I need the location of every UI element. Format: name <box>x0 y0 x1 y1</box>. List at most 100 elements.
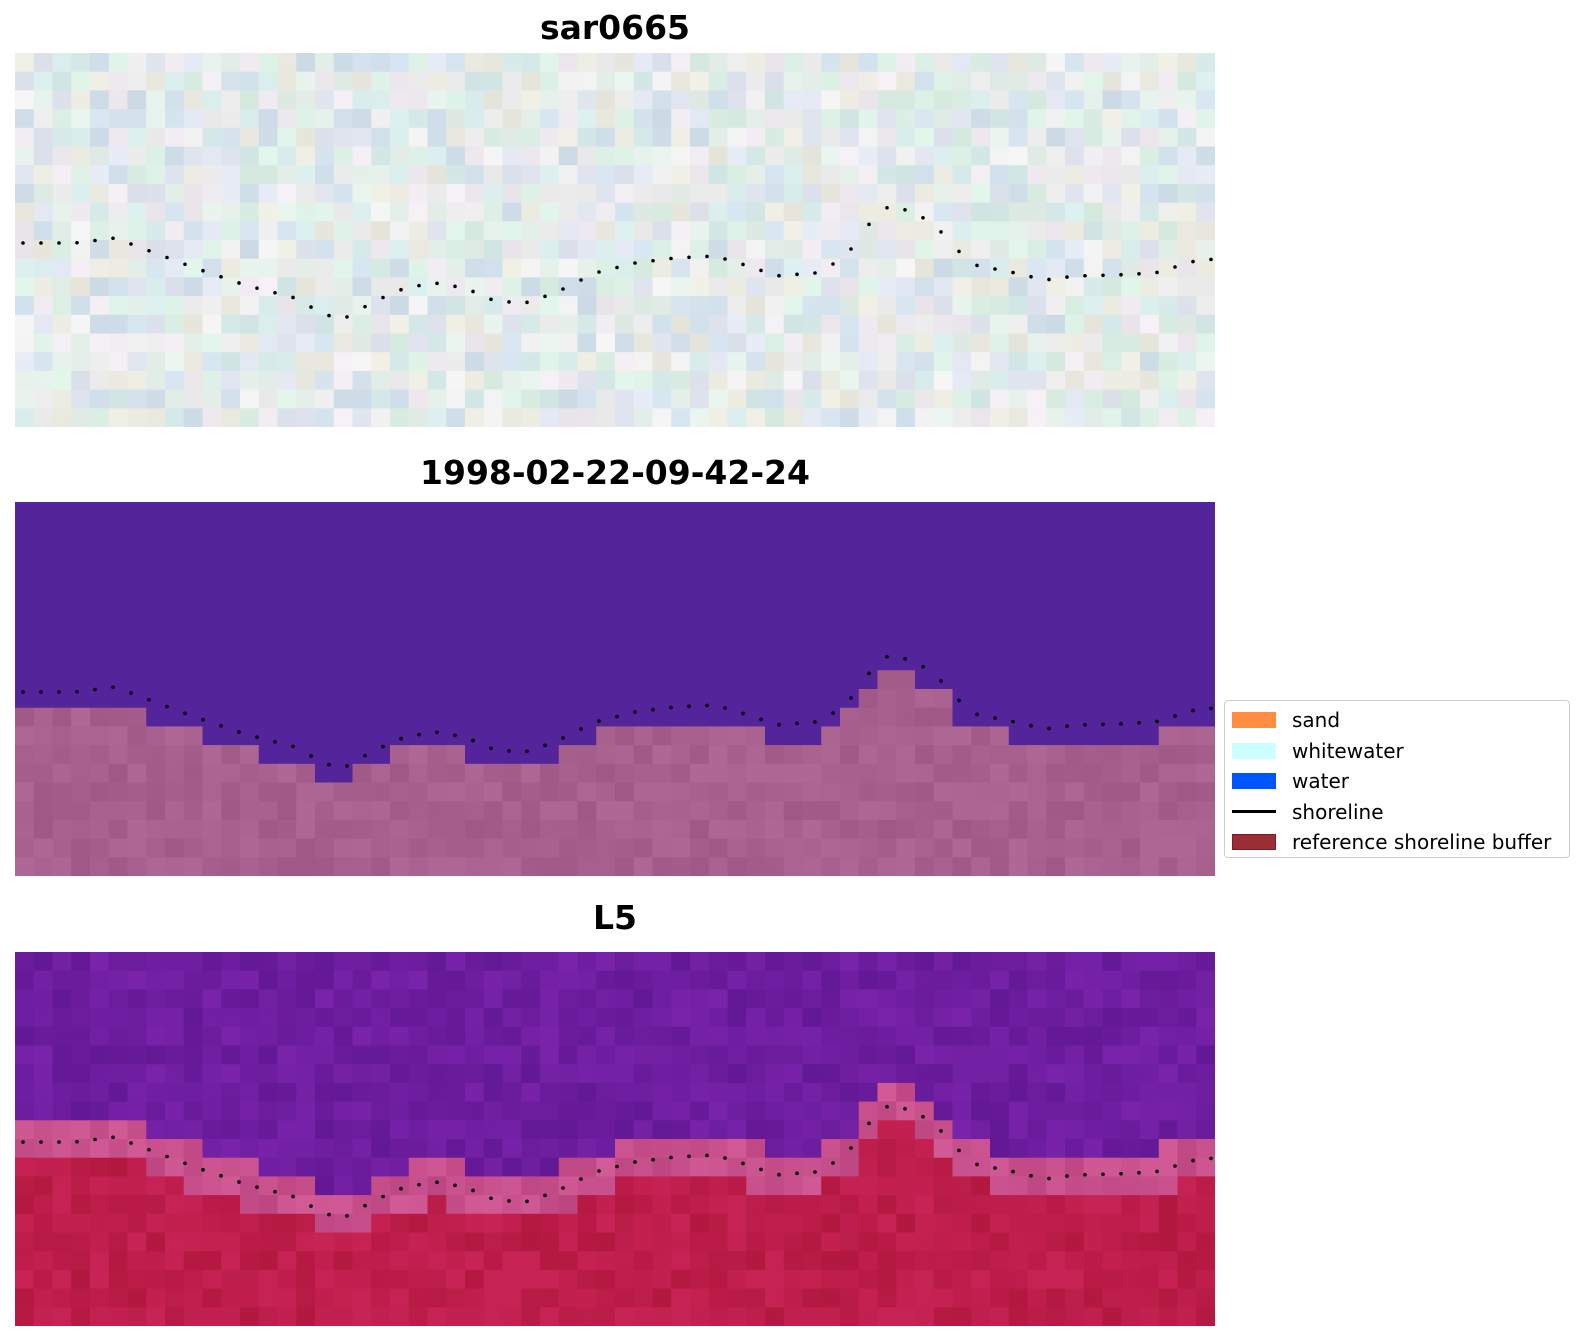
raster-pixel <box>746 90 766 110</box>
raster-pixel <box>1121 1120 1141 1140</box>
raster-pixel <box>1121 221 1141 241</box>
shoreline-point <box>1119 272 1123 277</box>
raster-pixel <box>15 651 35 671</box>
raster-pixel <box>1083 146 1104 166</box>
raster-pixel <box>1083 202 1104 222</box>
raster-pixel <box>446 763 466 784</box>
raster-pixel <box>577 502 597 522</box>
raster-pixel <box>108 763 129 784</box>
raster-pixel <box>783 296 804 316</box>
raster-pixel <box>258 539 279 559</box>
raster-pixel <box>1046 857 1066 876</box>
raster-pixel <box>352 689 372 709</box>
raster-pixel <box>671 183 691 204</box>
raster-pixel <box>821 801 841 821</box>
raster-pixel <box>990 389 1010 409</box>
raster-pixel <box>933 389 954 409</box>
shoreline-point <box>345 1214 349 1218</box>
raster-pixel <box>690 952 710 972</box>
raster-pixel <box>577 520 597 540</box>
raster-pixel <box>446 707 466 727</box>
raster-pixel <box>33 989 54 1009</box>
raster-pixel <box>708 277 729 297</box>
raster-pixel <box>15 90 35 110</box>
raster-pixel <box>896 1064 916 1084</box>
raster-pixel <box>465 502 485 522</box>
raster-pixel <box>783 1232 804 1252</box>
raster-pixel <box>746 745 766 765</box>
raster-pixel <box>952 333 972 353</box>
raster-pixel <box>558 689 579 709</box>
raster-pixel <box>708 1213 729 1234</box>
raster-pixel <box>446 1064 466 1084</box>
raster-pixel <box>296 277 316 297</box>
raster-pixel <box>108 707 129 727</box>
raster-pixel <box>671 1045 691 1065</box>
raster-pixel <box>596 1213 616 1234</box>
raster-pixel <box>52 707 72 727</box>
raster-pixel <box>990 857 1010 876</box>
raster-pixel <box>1102 352 1122 372</box>
raster-pixel <box>1046 1139 1066 1159</box>
raster-pixel <box>1008 127 1029 148</box>
raster-pixel <box>1196 952 1215 972</box>
raster-pixel <box>1065 1120 1085 1140</box>
raster-pixel <box>690 989 710 1009</box>
raster-pixel <box>183 1195 204 1215</box>
raster-pixel <box>596 277 616 297</box>
raster-pixel <box>727 183 747 204</box>
raster-pixel <box>1046 1101 1066 1121</box>
raster-pixel <box>990 989 1010 1009</box>
raster-pixel <box>1177 408 1197 427</box>
raster-pixel <box>52 989 72 1009</box>
raster-pixel <box>727 370 747 391</box>
raster-pixel <box>1008 1120 1029 1140</box>
raster-pixel <box>727 277 747 297</box>
raster-pixel <box>577 857 597 876</box>
raster-pixel <box>1121 370 1141 391</box>
shoreline-point <box>165 255 169 260</box>
raster-pixel <box>296 1269 316 1290</box>
raster-pixel <box>652 127 672 148</box>
raster-pixel <box>352 1288 372 1308</box>
shoreline-point <box>1065 275 1069 279</box>
raster-pixel <box>1065 558 1085 578</box>
raster-pixel <box>896 314 916 335</box>
raster-pixel <box>858 1026 879 1047</box>
raster-pixel <box>1121 558 1141 578</box>
raster-pixel <box>840 707 860 727</box>
raster-pixel <box>1196 1082 1215 1103</box>
raster-pixel <box>577 1008 597 1028</box>
raster-pixel <box>465 838 485 858</box>
raster-pixel <box>333 632 354 653</box>
raster-pixel <box>1027 782 1047 802</box>
raster-pixel <box>802 1082 822 1103</box>
raster-pixel <box>52 502 72 522</box>
raster-pixel <box>783 1026 804 1047</box>
raster-pixel <box>502 632 522 653</box>
shoreline-point <box>435 730 439 735</box>
raster-pixel <box>1140 1082 1160 1103</box>
raster-pixel <box>633 651 654 671</box>
raster-pixel <box>952 240 972 260</box>
raster-pixel <box>1158 127 1179 148</box>
raster-pixel <box>1102 408 1122 427</box>
raster-pixel <box>502 1251 522 1271</box>
raster-pixel <box>446 221 466 241</box>
raster-pixel <box>596 632 616 653</box>
raster-pixel <box>1008 857 1029 876</box>
legend-item-whitewater: whitewater <box>1225 736 1569 767</box>
legend-label: reference shoreline buffer <box>1292 830 1552 855</box>
raster-pixel <box>390 146 410 166</box>
raster-pixel <box>1158 277 1179 297</box>
raster-pixel <box>127 1195 147 1215</box>
raster-pixel <box>465 801 485 821</box>
raster-pixel <box>540 314 560 335</box>
raster-pixel <box>258 520 279 540</box>
shoreline-point <box>669 705 673 710</box>
raster-pixel <box>615 314 635 335</box>
shoreline-point <box>849 1146 853 1150</box>
raster-pixel <box>15 183 35 204</box>
raster-pixel <box>915 240 935 260</box>
raster-pixel <box>540 296 560 316</box>
